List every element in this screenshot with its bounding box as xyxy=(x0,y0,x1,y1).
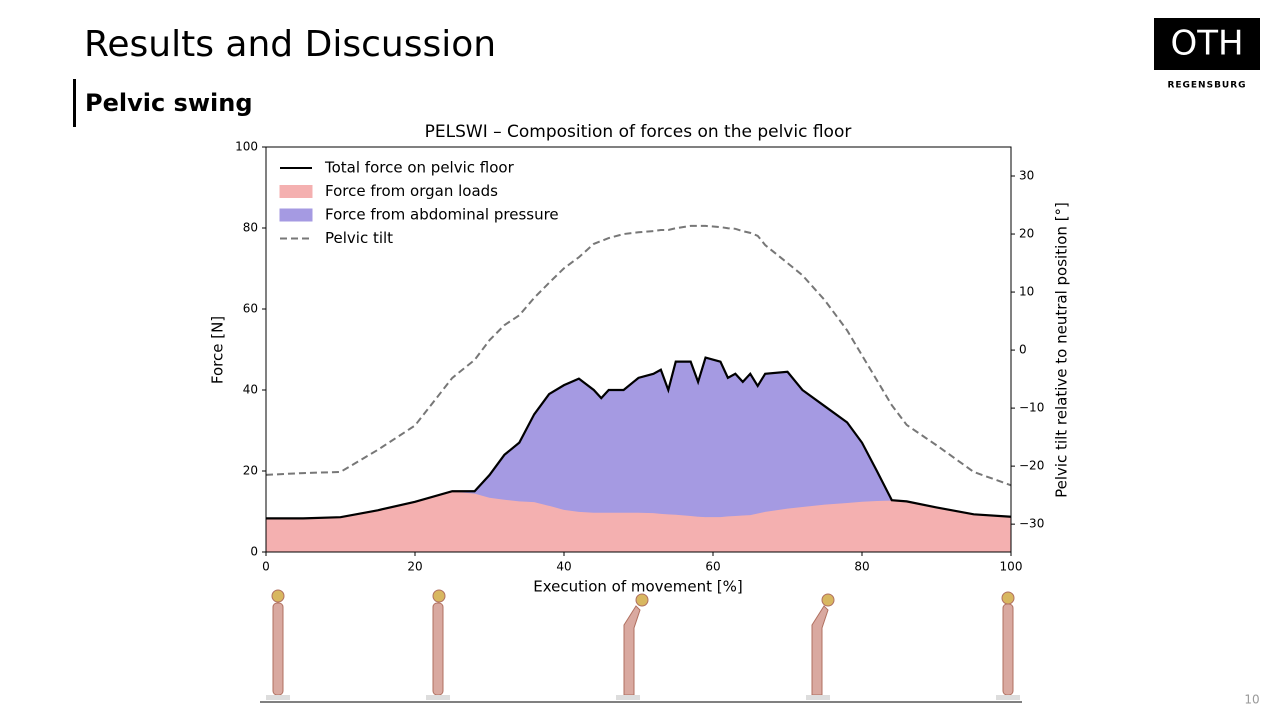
y-tick-label: 60 xyxy=(243,302,258,316)
y2-tick-label: 10 xyxy=(1019,285,1034,299)
x-tick-label: 60 xyxy=(705,560,720,574)
x-tick-label: 20 xyxy=(407,560,422,574)
area xyxy=(266,357,1012,519)
page-number: 10 xyxy=(1244,693,1259,707)
legend-label: Pelvic tilt xyxy=(325,229,393,247)
y-tick-label: 20 xyxy=(243,464,258,478)
logo-box xyxy=(1154,18,1260,70)
legend-swatch xyxy=(279,208,313,222)
y2-tick-label: 30 xyxy=(1019,169,1034,183)
legend-label: Force from organ loads xyxy=(325,182,498,200)
subtitle-bar xyxy=(73,79,76,127)
x-tick-label: 40 xyxy=(556,560,571,574)
y2-axis-label: Pelvic tilt relative to neutral position… xyxy=(1053,202,1071,498)
x-tick-label: 100 xyxy=(1000,560,1023,574)
y2-tick-label: −30 xyxy=(1019,517,1044,531)
y-tick-label: 80 xyxy=(243,221,258,235)
y-tick-label: 0 xyxy=(250,545,258,559)
skeleton-figures xyxy=(260,589,1022,703)
x-tick-label: 0 xyxy=(262,560,270,574)
legend-label: Total force on pelvic floor xyxy=(324,159,515,177)
line xyxy=(266,356,1012,520)
x-tick-label: 80 xyxy=(854,560,869,574)
logo-subtext: REGENSBURG xyxy=(1167,81,1246,91)
line xyxy=(265,224,1012,487)
logo-text: OTH xyxy=(1170,24,1243,64)
y2-tick-label: −10 xyxy=(1019,401,1044,415)
legend-label: Force from abdominal pressure xyxy=(325,206,559,224)
slide-subtitle: Pelvic swing xyxy=(85,89,253,117)
plot-frame xyxy=(265,146,1012,553)
y-tick-label: 40 xyxy=(243,383,258,397)
y-axis-label: Force [N] xyxy=(209,316,227,384)
x-axis-label: Execution of movement [%] xyxy=(533,578,742,596)
y2-tick-label: 20 xyxy=(1019,227,1034,241)
chart-title: PELSWI – Composition of forces on the pe… xyxy=(425,122,852,142)
slide-title: Results and Discussion xyxy=(84,24,496,65)
legend-swatch xyxy=(279,185,313,198)
y-tick-label: 100 xyxy=(235,140,258,154)
y2-tick-label: 0 xyxy=(1019,343,1027,357)
y2-tick-label: −20 xyxy=(1019,459,1044,473)
